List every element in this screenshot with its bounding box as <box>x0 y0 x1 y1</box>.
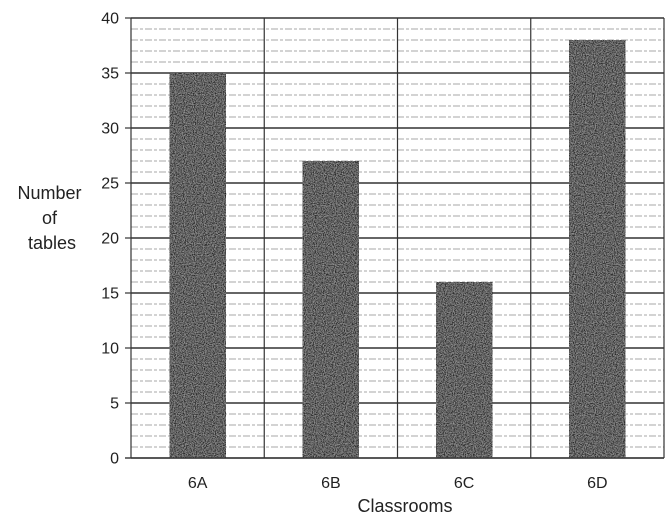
y-tick-label: 25 <box>101 176 119 193</box>
bars <box>169 39 626 459</box>
plot-frame <box>125 18 665 459</box>
x-tick-label: 6C <box>454 475 474 492</box>
bar-6d <box>568 39 626 459</box>
y-axis-label: Number of tables <box>17 183 86 253</box>
x-tick-label: 6A <box>188 475 208 492</box>
y-tick-label: 30 <box>101 121 119 138</box>
bar-6c <box>435 281 493 459</box>
y-tick-label: 40 <box>101 11 119 28</box>
y-tick-label: 0 <box>110 451 119 468</box>
bar-6b <box>302 160 360 459</box>
y-tick-label: 15 <box>101 286 119 303</box>
x-tick-label: 6B <box>321 475 341 492</box>
y-tick-label: 20 <box>101 231 119 248</box>
y-axis-label-line: Number <box>17 183 81 203</box>
x-axis-ticks: 6A 6B 6C 6D <box>188 475 608 492</box>
y-axis-label-line: tables <box>28 233 76 253</box>
y-axis-ticks: 0 5 10 15 20 25 30 35 40 <box>101 11 131 468</box>
y-axis-label-line: of <box>42 208 58 228</box>
y-tick-label: 35 <box>101 66 119 83</box>
x-tick-label: 6D <box>587 475 607 492</box>
bar-6a <box>169 72 227 459</box>
y-tick-label: 5 <box>110 396 119 413</box>
x-axis-label: Classrooms <box>357 496 452 516</box>
y-tick-label: 10 <box>101 341 119 358</box>
